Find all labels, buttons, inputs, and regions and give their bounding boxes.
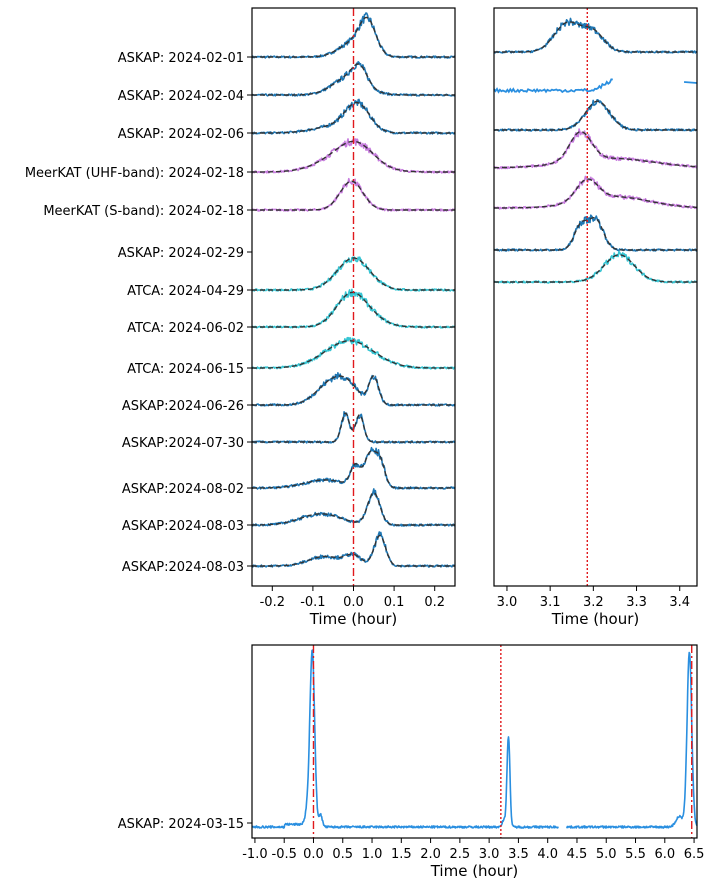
x-tick-label: 0.2: [424, 595, 445, 610]
profile-row: [493, 78, 698, 94]
profile-row: [493, 214, 698, 252]
x-axis-label: Time (hour): [309, 610, 398, 628]
row-label: ASKAP: 2024-02-01: [118, 51, 244, 66]
profile-row: ASKAP: 2024-02-01: [118, 12, 456, 66]
profile-row: ASKAP:2024-08-03: [122, 531, 456, 575]
model-curve: [252, 340, 455, 369]
x-tick-label: 4.5: [567, 847, 588, 862]
profile-row: [493, 128, 698, 170]
model-curve: [252, 180, 455, 211]
row-label: ASKAP: 2024-02-06: [118, 127, 244, 142]
x-tick-label: -1.0: [242, 847, 267, 862]
model-curve: [252, 257, 455, 291]
row-label: ASKAP: 2024-03-15: [118, 817, 244, 832]
right-panel: 3.0 3.1 3.2 3.3 3.4 Time (hour): [493, 7, 698, 628]
row-label: ASKAP:2024-08-03: [122, 560, 244, 575]
model-curve: [252, 101, 455, 134]
observed-curve: [493, 128, 698, 170]
x-tick-label: 0.1: [384, 595, 405, 610]
row-label: ASKAP:2024-07-30: [122, 436, 244, 451]
bottom-panel: ASKAP: 2024-03-15 -1.0 -0.5 0.0 0.5 1.0 1.5 2.0…: [118, 644, 705, 880]
x-tick-label: 6.5: [684, 847, 705, 862]
x-tick-label: 2.5: [450, 847, 471, 862]
x-tick-label: 3.3: [626, 595, 647, 610]
row-label: ASKAP:2024-08-03: [122, 519, 244, 534]
profile-row: [493, 250, 698, 284]
x-tick-label: 3.5: [508, 847, 529, 862]
model-curve: [494, 178, 697, 209]
row-label: ASKAP: 2024-02-29: [118, 246, 244, 261]
observed-curve: [565, 651, 698, 829]
x-tick-label: 3.1: [540, 595, 561, 610]
model-curve: [494, 217, 697, 251]
x-tick-label: 1.0: [362, 847, 383, 862]
observed-curve: [493, 99, 698, 132]
x-tick-label: 3.2: [583, 595, 604, 610]
x-tick-label: 0.0: [303, 847, 324, 862]
observed-curve: [493, 175, 698, 210]
axes-frame: [493, 7, 698, 587]
row-label: ASKAP:2024-06-26: [122, 399, 244, 414]
row-label: ATCA: 2024-06-02: [127, 321, 244, 336]
model-curve: [494, 100, 697, 131]
x-tick-label: 0.0: [343, 595, 364, 610]
profile-row: ASKAP: 2024-02-29: [118, 246, 252, 261]
profile-row: [493, 17, 698, 54]
profile-row: ASKAP: 2024-02-04: [118, 61, 456, 104]
row-label: ATCA: 2024-06-15: [127, 362, 244, 377]
observed-curve: [683, 81, 698, 84]
model-curve: [494, 21, 697, 53]
profile-row: MeerKAT (UHF-band): 2024-02-18: [25, 138, 456, 181]
x-axis-label: Time (hour): [430, 862, 519, 880]
x-tick-label: -0.5: [272, 847, 297, 862]
x-tick-label: 5.5: [625, 847, 646, 862]
profile-row: ASKAP:2024-07-30: [122, 411, 456, 451]
profile-row: [493, 175, 698, 210]
x-tick-label: 6.0: [654, 847, 675, 862]
profile-row: ATCA: 2024-04-29: [127, 256, 456, 299]
row-label: MeerKAT (S-band): 2024-02-18: [43, 204, 244, 219]
profile-row: ASKAP:2024-08-02: [122, 446, 456, 497]
observed-curve: [251, 649, 559, 829]
profile-row: MeerKAT (S-band): 2024-02-18: [43, 177, 456, 219]
x-tick-label: 3.4: [669, 595, 690, 610]
x-tick-label: -0.1: [300, 595, 325, 610]
row-label: MeerKAT (UHF-band): 2024-02-18: [25, 166, 244, 181]
profile-row: ASKAP:2024-06-26: [122, 372, 456, 414]
observed-curve: [493, 78, 613, 94]
x-tick-label: 2.0: [420, 847, 441, 862]
model-curve: [252, 63, 455, 96]
model-curve: [252, 375, 455, 406]
x-tick-label: 4.0: [537, 847, 558, 862]
x-tick-label: 0.5: [332, 847, 353, 862]
axes-frame: [251, 644, 698, 839]
x-tick-label: 3.0: [479, 847, 500, 862]
model-curve: [494, 254, 697, 283]
x-tick-label: -0.2: [260, 595, 285, 610]
model-curve: [252, 412, 455, 443]
model-curve: [252, 450, 455, 489]
x-tick-label: 1.5: [391, 847, 412, 862]
x-tick-label: 5.0: [596, 847, 617, 862]
x-axis-label: Time (hour): [551, 610, 640, 628]
observed-curve: [493, 17, 698, 54]
profile-row: ATCA: 2024-06-15: [127, 336, 456, 377]
row-label: ATCA: 2024-04-29: [127, 284, 244, 299]
model-curve: [252, 140, 455, 173]
model-curve: [494, 131, 697, 169]
row-label: ASKAP:2024-08-02: [122, 482, 244, 497]
left-panel: ASKAP: 2024-02-01 ASKAP: 2024-02-04 ASKAP:…: [25, 7, 456, 628]
observed-curve: [493, 214, 698, 252]
profile-row: ASKAP: 2024-02-06: [118, 98, 456, 142]
observed-curve: [493, 250, 698, 284]
row-label: ASKAP: 2024-02-04: [118, 89, 244, 104]
x-tick-label: 3.0: [497, 595, 518, 610]
model-curve: [252, 534, 455, 567]
profile-row: [493, 99, 698, 132]
